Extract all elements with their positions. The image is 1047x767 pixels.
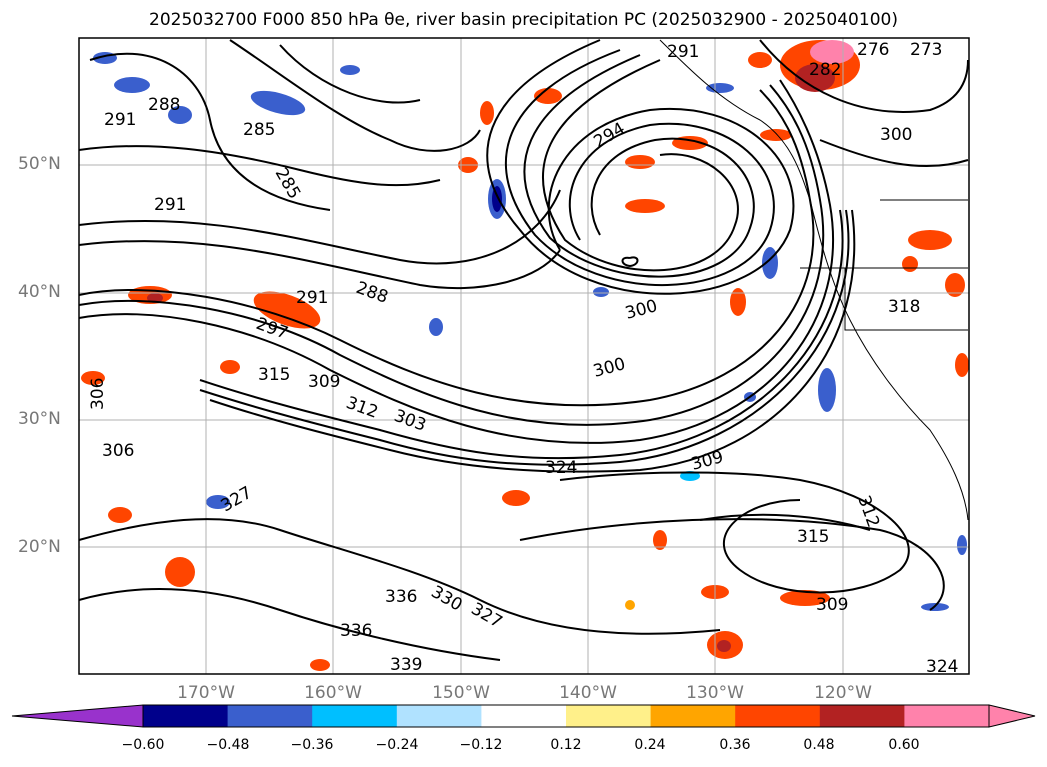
colorbar-tick-label: 0.60 [888, 737, 920, 753]
contour-label: 273 [910, 40, 942, 60]
precip-anomaly-blob [780, 590, 830, 606]
precip-anomaly-blob [340, 65, 360, 75]
colorbar-cell [904, 705, 990, 727]
colorbar-tick-label: −0.12 [459, 737, 503, 753]
colorbar-cell [143, 705, 229, 727]
colorbar-cell [735, 705, 821, 727]
contour-label: 324 [545, 458, 577, 478]
colorbar-tick-label: −0.24 [375, 737, 419, 753]
colorbar-extend-high [988, 704, 1036, 728]
lat-label: 20°N [18, 537, 61, 557]
contour-label: 306 [88, 378, 108, 410]
precip-anomaly-blob [795, 64, 835, 92]
precip-anomaly-blob [480, 101, 494, 125]
contour-label: 276 [857, 40, 889, 60]
contour-label: 318 [888, 297, 920, 317]
precip-anomaly-blob [81, 371, 105, 385]
colorbar-tick-label: −0.48 [206, 737, 250, 753]
precip-anomaly-blob [593, 287, 609, 297]
colorbar-tick-label: 0.48 [803, 737, 835, 753]
colorbar-tick-label: −0.36 [290, 737, 334, 753]
theta-e-contours [78, 39, 969, 661]
contour-label: 324 [926, 657, 958, 677]
colorbar-tick-label: 0.24 [634, 737, 666, 753]
contour-label: 309 [308, 372, 340, 392]
precip-anomaly-blob [114, 77, 150, 93]
precip-anomaly-blob [818, 368, 836, 412]
colorbar-cell [396, 705, 482, 727]
colorbar-cell [650, 705, 736, 727]
precip-anomaly-blob [730, 288, 746, 316]
precip-anomaly-blob [165, 557, 195, 587]
precip-anomaly-blob [168, 106, 192, 124]
lon-label: 170°W [177, 683, 235, 703]
precip-anomaly-blob [250, 90, 306, 116]
lat-label: 50°N [18, 154, 61, 174]
contour-label: 336 [385, 587, 417, 607]
lat-label: 30°N [18, 409, 61, 429]
precip-anomaly-blob [429, 318, 443, 336]
contour-label: 336 [340, 621, 372, 641]
contour-label: 339 [390, 655, 422, 675]
precip-anomaly-blob [902, 256, 918, 272]
precip-anomaly-blob [206, 495, 230, 509]
precip-anomaly-blob [108, 507, 132, 523]
precip-anomaly-blob [534, 88, 562, 104]
contour-label: 288 [148, 95, 180, 115]
precip-anomaly-blob [717, 640, 731, 652]
precip-anomaly-blob [310, 659, 330, 671]
contour-label: 306 [102, 441, 134, 461]
map-plot-area [79, 38, 969, 674]
contour-label: 285 [243, 120, 275, 140]
colorbar-cell [227, 705, 313, 727]
precip-anomaly-blob [957, 535, 967, 555]
lat-label: 40°N [18, 282, 61, 302]
colorbar-frame [142, 704, 990, 728]
contour-label: 291 [154, 195, 186, 215]
lon-label: 140°W [559, 683, 617, 703]
contour-label: 291 [104, 110, 136, 130]
precip-anomaly-blob [653, 530, 667, 550]
colorbar-cell [481, 705, 567, 727]
colorbar-cell [312, 705, 398, 727]
contour-label: 309 [816, 595, 848, 615]
coastlines [659, 39, 969, 521]
lon-label: 150°W [432, 683, 490, 703]
colorbar-cell [566, 705, 652, 727]
precip-anomaly-blob [945, 273, 965, 297]
contour-label: 291 [296, 288, 328, 308]
precip-anomaly-blob [706, 83, 734, 93]
colorbar-cell [819, 705, 905, 727]
map-frame [78, 37, 970, 675]
precip-anomaly-blob [955, 353, 969, 377]
precip-anomaly-blob [908, 230, 952, 250]
precip-anomaly-blob [220, 360, 240, 374]
contour-label: 300 [880, 125, 912, 145]
colorbar-tick-label: 0.12 [550, 737, 582, 753]
colorbar-extend-low [11, 704, 144, 728]
precip-anomaly-blob [625, 199, 665, 213]
lon-label: 160°W [304, 683, 362, 703]
contour-label: 282 [809, 60, 841, 80]
precip-anomaly-blob [760, 129, 792, 141]
precip-anomaly-blob [253, 291, 321, 329]
precip-anomaly-blob [625, 155, 655, 169]
colorbar-tick-label: −0.60 [121, 737, 165, 753]
precip-anomaly-blob [625, 600, 635, 610]
contour-label: 291 [667, 42, 699, 62]
colorbar [11, 704, 1036, 728]
precip-anomaly-blob [502, 490, 530, 506]
contour-label: 315 [797, 527, 829, 547]
lon-label: 130°W [686, 683, 744, 703]
colorbar-tick-label: 0.36 [719, 737, 751, 753]
precip-anomaly-blob [748, 52, 772, 68]
map-title: 2025032700 F000 850 hPa θe, river basin … [149, 10, 898, 30]
contour-label: 315 [258, 365, 290, 385]
lon-label: 120°W [814, 683, 872, 703]
